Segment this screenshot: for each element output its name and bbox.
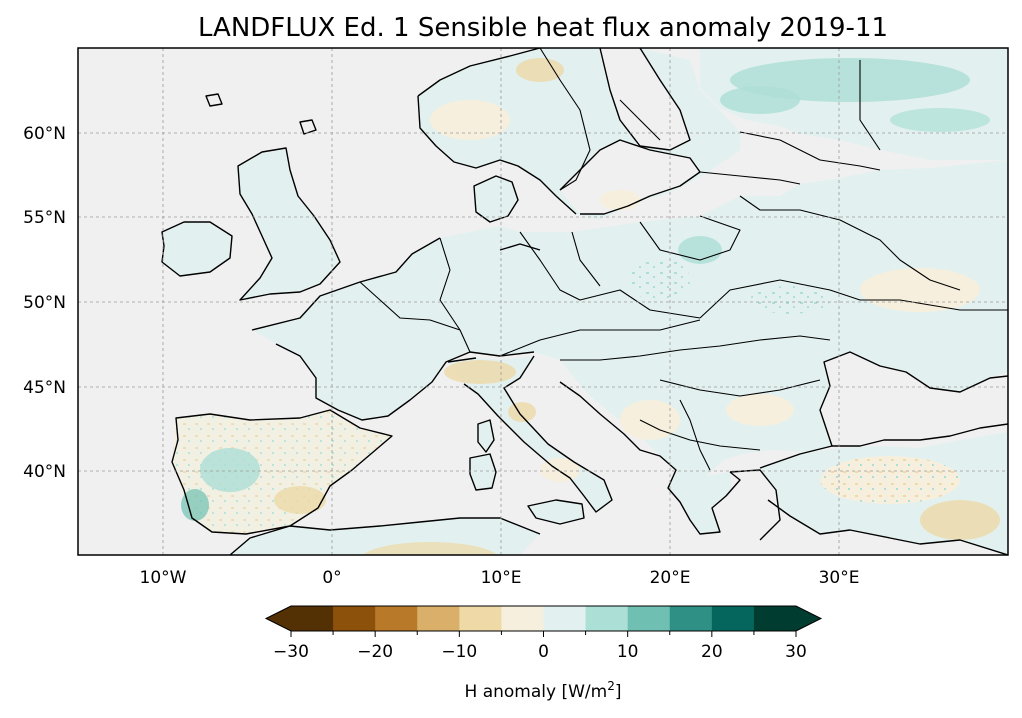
gridlines: [78, 48, 1008, 555]
corsica: [478, 420, 494, 452]
colorbar-segment: [543, 606, 587, 631]
colorbar-tick-label: 20: [701, 642, 723, 662]
colorbar-ticks: −30 −20 −10 0 10 20 30: [273, 631, 807, 662]
colorbar-tick-label: −10: [441, 642, 477, 662]
colorbar-tick-label: −30: [273, 642, 309, 662]
anomaly-shading: [172, 58, 1000, 555]
sicily: [528, 500, 584, 524]
lat-tick-label: 40°N: [23, 462, 66, 482]
lon-tick-label: 20°E: [650, 568, 691, 588]
lat-tick-label: 60°N: [23, 124, 66, 144]
denmark: [474, 176, 518, 222]
colorbar-segment: [333, 606, 376, 631]
colorbar-segment: [669, 606, 713, 631]
lon-tick-label: 30°E: [819, 568, 860, 588]
colorbar-tick-label: −20: [357, 642, 393, 662]
great-britain: [238, 148, 340, 300]
lon-tick-label: 10°E: [481, 568, 522, 588]
aegean-sea: [722, 470, 780, 540]
ireland: [162, 222, 232, 276]
colorbar-tick-label: 0: [538, 642, 549, 662]
country-borders: [359, 48, 1008, 471]
gulf-of-bothnia: [600, 48, 690, 150]
colorbar-extend-max: [796, 606, 821, 631]
colorbar-extend-min: [266, 606, 291, 631]
chart-title: LANDFLUX Ed. 1 Sensible heat flux anomal…: [198, 13, 888, 43]
colorbar-segment: [501, 606, 544, 631]
colorbar-label: H anomaly [W/m2]: [465, 679, 622, 702]
lat-tick-label: 50°N: [23, 293, 66, 313]
sardinia: [470, 454, 496, 490]
inland-seas: [560, 48, 1008, 540]
adriatic-sea: [560, 382, 640, 456]
black-sea: [832, 376, 1008, 446]
lat-tick-label: 45°N: [23, 378, 66, 398]
colorbar-segment: [753, 606, 797, 631]
colorbar-tick-label: 10: [617, 642, 639, 662]
coastlines: [161, 48, 1008, 555]
lon-tick-label: 0°: [322, 568, 341, 588]
colorbar-tick-label: 30: [785, 642, 807, 662]
baltic-sea: [560, 140, 700, 214]
colorbar-segment: [627, 606, 671, 631]
colorbar-segment: [711, 606, 755, 631]
lat-tick-labels: 40°N 45°N 50°N 55°N 60°N: [23, 124, 66, 482]
lon-tick-labels: 10°W 0° 10°E 20°E 30°E: [140, 568, 860, 588]
map-panel: [78, 48, 1008, 555]
colorbar-segment: [585, 606, 629, 631]
map-frame: [77, 47, 1009, 556]
lat-tick-label: 55°N: [23, 208, 66, 228]
colorbar-segment: [459, 606, 502, 631]
colorbar-segment: [417, 606, 460, 631]
colorbar-segment: [375, 606, 418, 631]
colorbar: [264, 605, 823, 632]
greece: [668, 470, 740, 534]
lon-tick-label: 10°W: [140, 568, 187, 588]
colorbar-segment: [291, 606, 334, 631]
